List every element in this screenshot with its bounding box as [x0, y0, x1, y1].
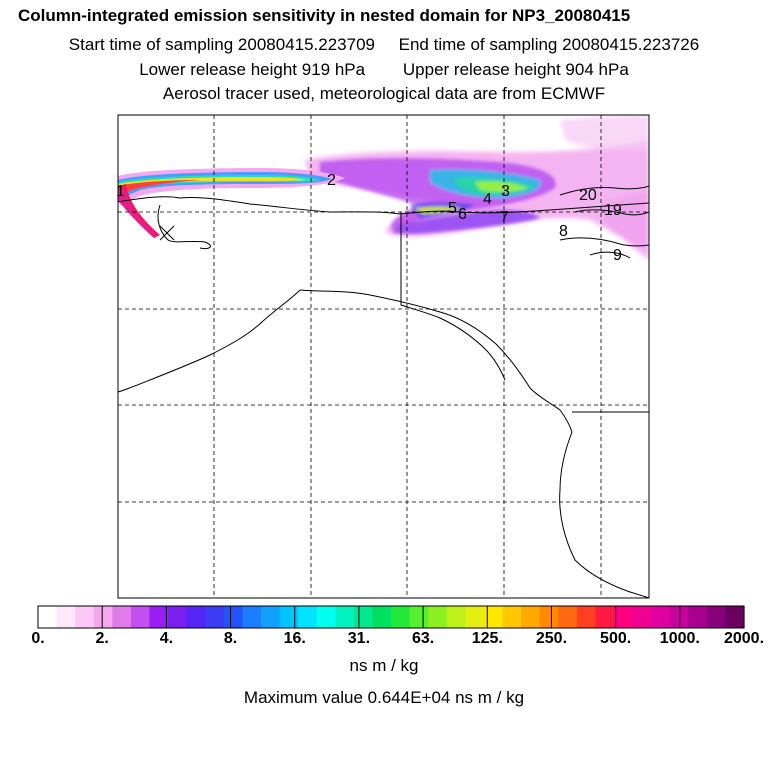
- marker-9: 9: [613, 247, 622, 264]
- colorbar-cell: [316, 606, 336, 628]
- colorbar-cell: [706, 606, 727, 628]
- map-frame: [117, 114, 650, 599]
- colorbar-cell: [353, 606, 374, 628]
- colorbar-label: 2.: [95, 630, 109, 647]
- colorbar: [37, 605, 745, 629]
- colorbar-cell: [669, 606, 689, 628]
- colorbar-label: 8.: [223, 630, 238, 647]
- colorbar-cell: [725, 606, 745, 628]
- colorbar-label: 500.: [600, 630, 632, 647]
- colorbar-cell: [279, 606, 299, 628]
- colorbar-cell: [112, 606, 132, 628]
- lower-release-label: Lower release height 919 hPa: [139, 60, 366, 79]
- sampling-times: Start time of sampling 20080415.223709 E…: [0, 35, 768, 55]
- marker-2: 2: [327, 172, 336, 189]
- marker-1: 1: [116, 183, 125, 200]
- marker-20: 20: [579, 187, 597, 204]
- tracer-info: Aerosol tracer used, meteorological data…: [162, 84, 606, 103]
- colorbar-cell: [149, 606, 169, 628]
- colorbar-cell: [576, 606, 596, 628]
- colorbar-label: 250.: [535, 630, 568, 647]
- colorbar-cells: [38, 606, 745, 628]
- end-time-label: End time of sampling 20080415.223726: [398, 35, 700, 54]
- colorbar-cell: [483, 606, 504, 628]
- colorbar-units: ns m / kg: [349, 656, 419, 675]
- colorbar-cell: [186, 606, 206, 628]
- colorbar-cell: [298, 606, 318, 628]
- upper-release-label: Upper release height 904 hPa: [402, 60, 629, 79]
- release-heights: Lower release height 919 hPa Upper relea…: [0, 60, 768, 80]
- colorbar-cell: [409, 606, 429, 628]
- colorbar-cell: [38, 606, 58, 628]
- start-time-label: Start time of sampling 20080415.223709: [68, 35, 376, 54]
- colorbar-cell: [632, 606, 652, 628]
- colorbar-label: 16.: [283, 630, 306, 647]
- plume-band: [118, 168, 345, 238]
- colorbar-cell: [465, 606, 485, 628]
- colorbar-label: 2000.: [723, 630, 765, 647]
- release-point-marker: [159, 225, 175, 241]
- colorbar-label: 0.: [31, 630, 45, 647]
- plot-title: Column-integrated emission sensitivity i…: [18, 6, 631, 25]
- marker-6: 6: [458, 206, 467, 223]
- colorbar-cell: [651, 606, 671, 628]
- colorbar-cell: [168, 606, 188, 628]
- colorbar-cell: [205, 606, 225, 628]
- marker-7: 7: [500, 209, 509, 226]
- colorbar-cell: [242, 606, 262, 628]
- colorbar-cell: [688, 606, 708, 628]
- marker-19: 19: [604, 202, 622, 219]
- colorbar-cell: [428, 606, 448, 628]
- marker-4: 4: [483, 191, 492, 208]
- trajectory-markers: 1 2 3 4 5 6 7 8 9 19 20: [116, 172, 622, 264]
- colorbar-cell: [446, 606, 466, 628]
- graticule: [118, 115, 649, 598]
- sensitivity-plume: [118, 115, 649, 260]
- colorbar-cell: [130, 606, 151, 628]
- maximum-value: Maximum value 0.644E+04 ns m / kg: [243, 688, 525, 707]
- colorbar-label: 31.: [347, 630, 371, 647]
- colorbar-cell: [223, 606, 243, 628]
- colorbar-cell: [93, 606, 113, 628]
- colorbar-cell: [595, 606, 615, 628]
- colorbar-label: 125.: [471, 630, 503, 647]
- plume-core: [320, 158, 556, 234]
- marker-3: 3: [501, 183, 510, 200]
- colorbar-cell: [521, 606, 541, 628]
- colorbar-frame: [37, 605, 745, 629]
- colorbar-cell: [260, 606, 281, 628]
- marker-5: 5: [448, 200, 457, 217]
- colorbar-cell: [613, 606, 634, 628]
- colorbar-label: 4.: [159, 630, 174, 647]
- colorbar-cell: [75, 606, 95, 628]
- colorbar-cell: [372, 606, 392, 628]
- colorbar-cell: [502, 606, 522, 628]
- colorbar-cell: [391, 606, 411, 628]
- colorbar-cell: [539, 606, 559, 628]
- colorbar-cell: [558, 606, 578, 628]
- colorbar-label: 63.: [411, 630, 435, 647]
- colorbar-label: 1000.: [659, 630, 700, 647]
- marker-8: 8: [559, 223, 568, 240]
- colorbar-cell: [56, 606, 76, 628]
- colorbar-cell: [335, 606, 355, 628]
